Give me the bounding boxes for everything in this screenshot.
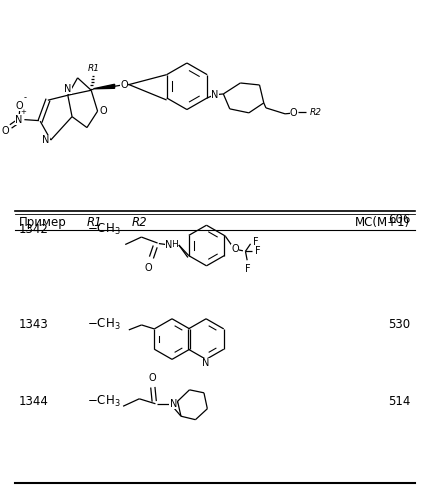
Text: 514: 514: [388, 395, 410, 408]
Text: H: H: [171, 240, 178, 249]
Text: R2: R2: [132, 216, 147, 229]
Text: N: N: [211, 90, 219, 100]
Text: O: O: [16, 101, 24, 111]
Text: O: O: [1, 126, 9, 136]
Text: F: F: [245, 264, 251, 274]
Text: O: O: [148, 373, 156, 383]
Text: N: N: [169, 399, 177, 409]
Text: O: O: [120, 80, 128, 90]
Text: O: O: [290, 108, 297, 118]
Text: N: N: [165, 240, 172, 250]
Text: -: -: [24, 93, 27, 102]
Text: F: F: [255, 247, 261, 256]
Text: 1343: 1343: [19, 318, 49, 331]
Text: O: O: [231, 244, 239, 254]
Text: $-$CH$_3$: $-$CH$_3$: [87, 222, 121, 237]
Text: O: O: [99, 106, 107, 116]
Text: N: N: [202, 358, 210, 368]
Text: 1344: 1344: [19, 395, 49, 408]
Text: $-$CH$_3$: $-$CH$_3$: [87, 394, 121, 409]
Text: 530: 530: [388, 318, 410, 331]
Text: 606: 606: [388, 213, 410, 226]
Text: F: F: [253, 238, 259, 248]
Text: Пример: Пример: [19, 216, 67, 229]
Text: R1: R1: [87, 216, 103, 229]
Text: 1342: 1342: [19, 223, 49, 236]
Text: $-$CH$_3$: $-$CH$_3$: [87, 316, 121, 332]
Text: N: N: [15, 115, 23, 125]
Text: +: +: [20, 109, 26, 115]
Text: R2: R2: [310, 108, 322, 117]
Text: N: N: [64, 84, 71, 94]
Text: O: O: [145, 263, 152, 273]
Text: N: N: [42, 135, 49, 145]
Text: МС(М+1): МС(М+1): [355, 216, 410, 229]
Text: R1: R1: [87, 64, 99, 73]
Polygon shape: [93, 84, 115, 89]
